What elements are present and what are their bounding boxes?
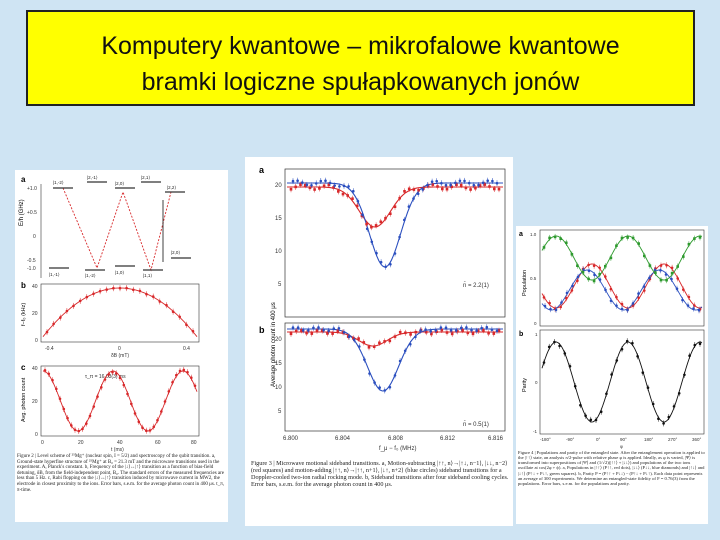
fig4-b-ytick-2: -1 — [533, 429, 537, 434]
fig4-xtick-3: 90° — [620, 437, 627, 442]
fig2-level-6: |1,-2⟩ — [85, 273, 96, 278]
figure2-image: a E/h (GHz) +1.0 +0.5 0 -0.5 -1.0 |1,-2⟩… — [15, 170, 228, 522]
fig4-xtick-5: 270° — [668, 437, 678, 442]
fig2-a-tick-4: -1.0 — [27, 266, 36, 272]
fig2-level-2: |2,0⟩ — [115, 181, 124, 186]
fig4-xtick-6: 360° — [692, 437, 702, 442]
fig4-a-ytick-1: 0.5 — [530, 276, 537, 281]
fig3-ylabel: Average photon count in 400 μs — [271, 302, 277, 387]
fig2-a-ylabel: E/h (GHz) — [19, 199, 25, 226]
fig3-panel-b-label: b — [259, 325, 265, 335]
fig2-b-xlabel: δB (mT) — [111, 353, 129, 359]
fig4-panel-b-label: b — [519, 331, 523, 338]
fig2-panel-a-label: a — [21, 175, 26, 184]
fig4-points — [542, 233, 702, 427]
fig2-panel-b-label: b — [21, 281, 26, 290]
fig2-b-ytick-0: 40 — [32, 284, 38, 290]
figure2-plot: a E/h (GHz) +1.0 +0.5 0 -0.5 -1.0 |1,-2⟩… — [19, 175, 200, 453]
fig2-c-xtick-1: 20 — [78, 440, 84, 446]
fig3-panel-a-label: a — [259, 165, 265, 175]
fig2-c-ytick-2: 0 — [35, 432, 38, 438]
fig4-b-frame — [539, 329, 705, 435]
figure4-caption: Figure 4 | Populations and parity of the… — [518, 450, 705, 486]
fig4-panel-a-label: a — [519, 231, 523, 238]
fig4-xlabel: φ — [620, 444, 623, 449]
fig2-a-tick-1: +0.5 — [27, 210, 37, 216]
figure3-caption: Figure 3 | Microwave motional sideband t… — [251, 460, 509, 488]
fig2-b-points — [45, 285, 195, 336]
fig2-b-xtick-0: -0.4 — [45, 346, 54, 352]
figure4-image: a b Population Parity 1.0 0.5 0 1 0 -1 -… — [516, 226, 708, 524]
fig2-c-frame — [40, 365, 200, 437]
slide-title-line2: bramki logiczne spułapkowanych jonów — [141, 68, 580, 96]
fig2-c-ylabel: Avg. photon count — [21, 377, 27, 422]
fig3-a-ytick-0: 20 — [275, 183, 282, 189]
fig2-c-xlabel: t (ms) — [111, 447, 124, 453]
fig2-level-9: |2,0⟩ — [171, 250, 180, 255]
fig3-xlabel: f_μ − f₀ (MHz) — [379, 446, 416, 452]
fig3-b-annotation: n̄ = 0.5(1) — [463, 421, 489, 428]
fig2-b-xtick-1: 0 — [118, 346, 121, 352]
figure4-plot: a b Population Parity 1.0 0.5 0 1 0 -1 -… — [519, 229, 705, 449]
fig4-a-frame — [539, 229, 705, 327]
fig4-a-ytick-0: 1.0 — [530, 232, 537, 237]
fig2-c-xtick-4: 80 — [191, 440, 197, 446]
fig2-level-0: |1,-2⟩ — [53, 180, 64, 185]
fig3-a-frame — [284, 168, 506, 318]
fig2-b-frame — [40, 283, 200, 343]
fig4-b-ytick-0: 1 — [535, 332, 538, 337]
fig2-panel-c-label: c — [21, 363, 26, 372]
fig3-b-frame — [284, 322, 506, 432]
fig2-c-ytick-1: 20 — [32, 399, 38, 405]
fig2-level-1: |2,-1⟩ — [87, 175, 98, 180]
fig2-c-points — [43, 366, 197, 434]
fig2-level-5: |1,-1⟩ — [49, 272, 60, 277]
figure3-plot: a b Average photon count in 400 μs 20 15… — [259, 165, 506, 452]
fig2-level-4: |2,2⟩ — [167, 185, 176, 190]
fig2-c-xtick-2: 40 — [117, 440, 123, 446]
fig3-a-ytick-3: 5 — [278, 282, 282, 288]
fig2-level-7: |1,0⟩ — [115, 270, 124, 275]
fig3-b-ytick-2: 10 — [275, 385, 282, 391]
fig3-b-ytick-0: 20 — [275, 337, 282, 343]
fig3-a-ytick-2: 10 — [275, 249, 282, 255]
fig2-c-ytick-0: 40 — [32, 366, 38, 372]
fig3-a-annotation: n̄ = 2.2(1) — [463, 282, 489, 289]
figure2-caption: Figure 2 | Level scheme of ²⁵Mg⁺ (nuclea… — [17, 454, 224, 493]
fig4-xtick-0: -180° — [540, 437, 551, 442]
fig2-transition-path — [62, 187, 172, 272]
fig4-a-ylabel: Population — [522, 270, 528, 296]
fig3-xtick-0: 6.800 — [283, 436, 299, 442]
fig3-xtick-3: 6.812 — [440, 436, 456, 442]
fig3-points — [289, 177, 501, 394]
fig4-b-parity-fit — [541, 341, 703, 423]
fig3-xtick-2: 6.808 — [388, 436, 404, 442]
fig2-b-ylabel: f−f₀ (kHz) — [21, 303, 27, 326]
fig4-xtick-4: 180° — [644, 437, 654, 442]
fig2-b-xtick-2: 0.4 — [183, 346, 190, 352]
fig4-b-ylabel: Parity — [522, 378, 528, 392]
fig4-b-ytick-1: 0 — [535, 380, 538, 385]
fig3-b-ytick-3: 5 — [278, 409, 282, 415]
fig2-a-tick-2: 0 — [33, 234, 36, 240]
fig3-a-ytick-1: 15 — [275, 216, 282, 222]
fig4-xtick-2: 0° — [596, 437, 601, 442]
fig2-c-xtick-3: 60 — [155, 440, 161, 446]
fig3-b-ytick-1: 15 — [275, 361, 282, 367]
slide-title-box: Komputery kwantowe – mikrofalowe kwantow… — [26, 10, 695, 106]
fig3-xtick-4: 6.816 — [488, 436, 504, 442]
fig4-xtick-1: -90° — [566, 437, 575, 442]
fig2-b-ytick-2: 0 — [35, 338, 38, 344]
fig2-level-8: |1,1⟩ — [143, 273, 152, 278]
fig2-c-xtick-0: 0 — [41, 440, 44, 446]
fig2-level-3: |2,1⟩ — [141, 175, 150, 180]
fig4-a-ytick-2: 0 — [534, 321, 537, 326]
fig2-b-ytick-1: 20 — [32, 311, 38, 317]
slide-title-line1: Komputery kwantowe – mikrofalowe kwantow… — [101, 32, 620, 60]
fig2-a-tick-3: -0.5 — [27, 258, 36, 264]
fig3-xtick-1: 6.804 — [335, 436, 351, 442]
fig2-a-tick-0: +1.0 — [27, 186, 37, 192]
figure3-image: a b Average photon count in 400 μs 20 15… — [245, 157, 513, 526]
